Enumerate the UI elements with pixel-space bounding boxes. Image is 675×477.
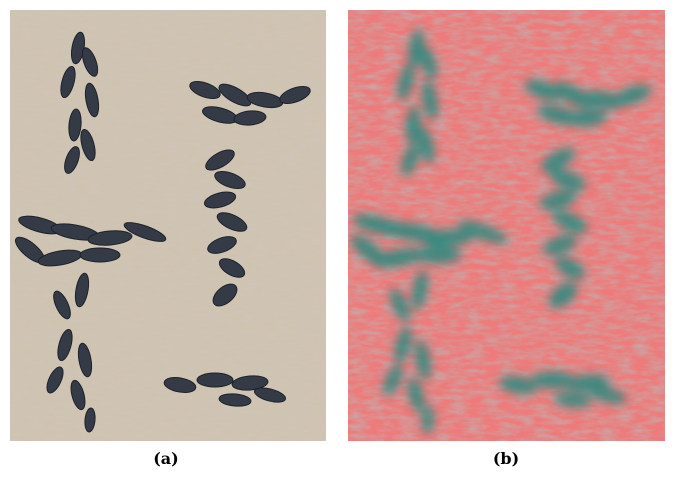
caption: (a) xyxy=(153,449,179,468)
seed xyxy=(80,248,120,262)
seed xyxy=(197,373,233,387)
photo-a xyxy=(10,10,326,441)
photo-b xyxy=(346,10,665,441)
page: (a) (b) (() => { const data = JSON.parse… xyxy=(0,0,675,477)
caption: (b) xyxy=(493,449,519,468)
figure: (a) (b) xyxy=(0,0,675,477)
seed xyxy=(414,247,462,264)
